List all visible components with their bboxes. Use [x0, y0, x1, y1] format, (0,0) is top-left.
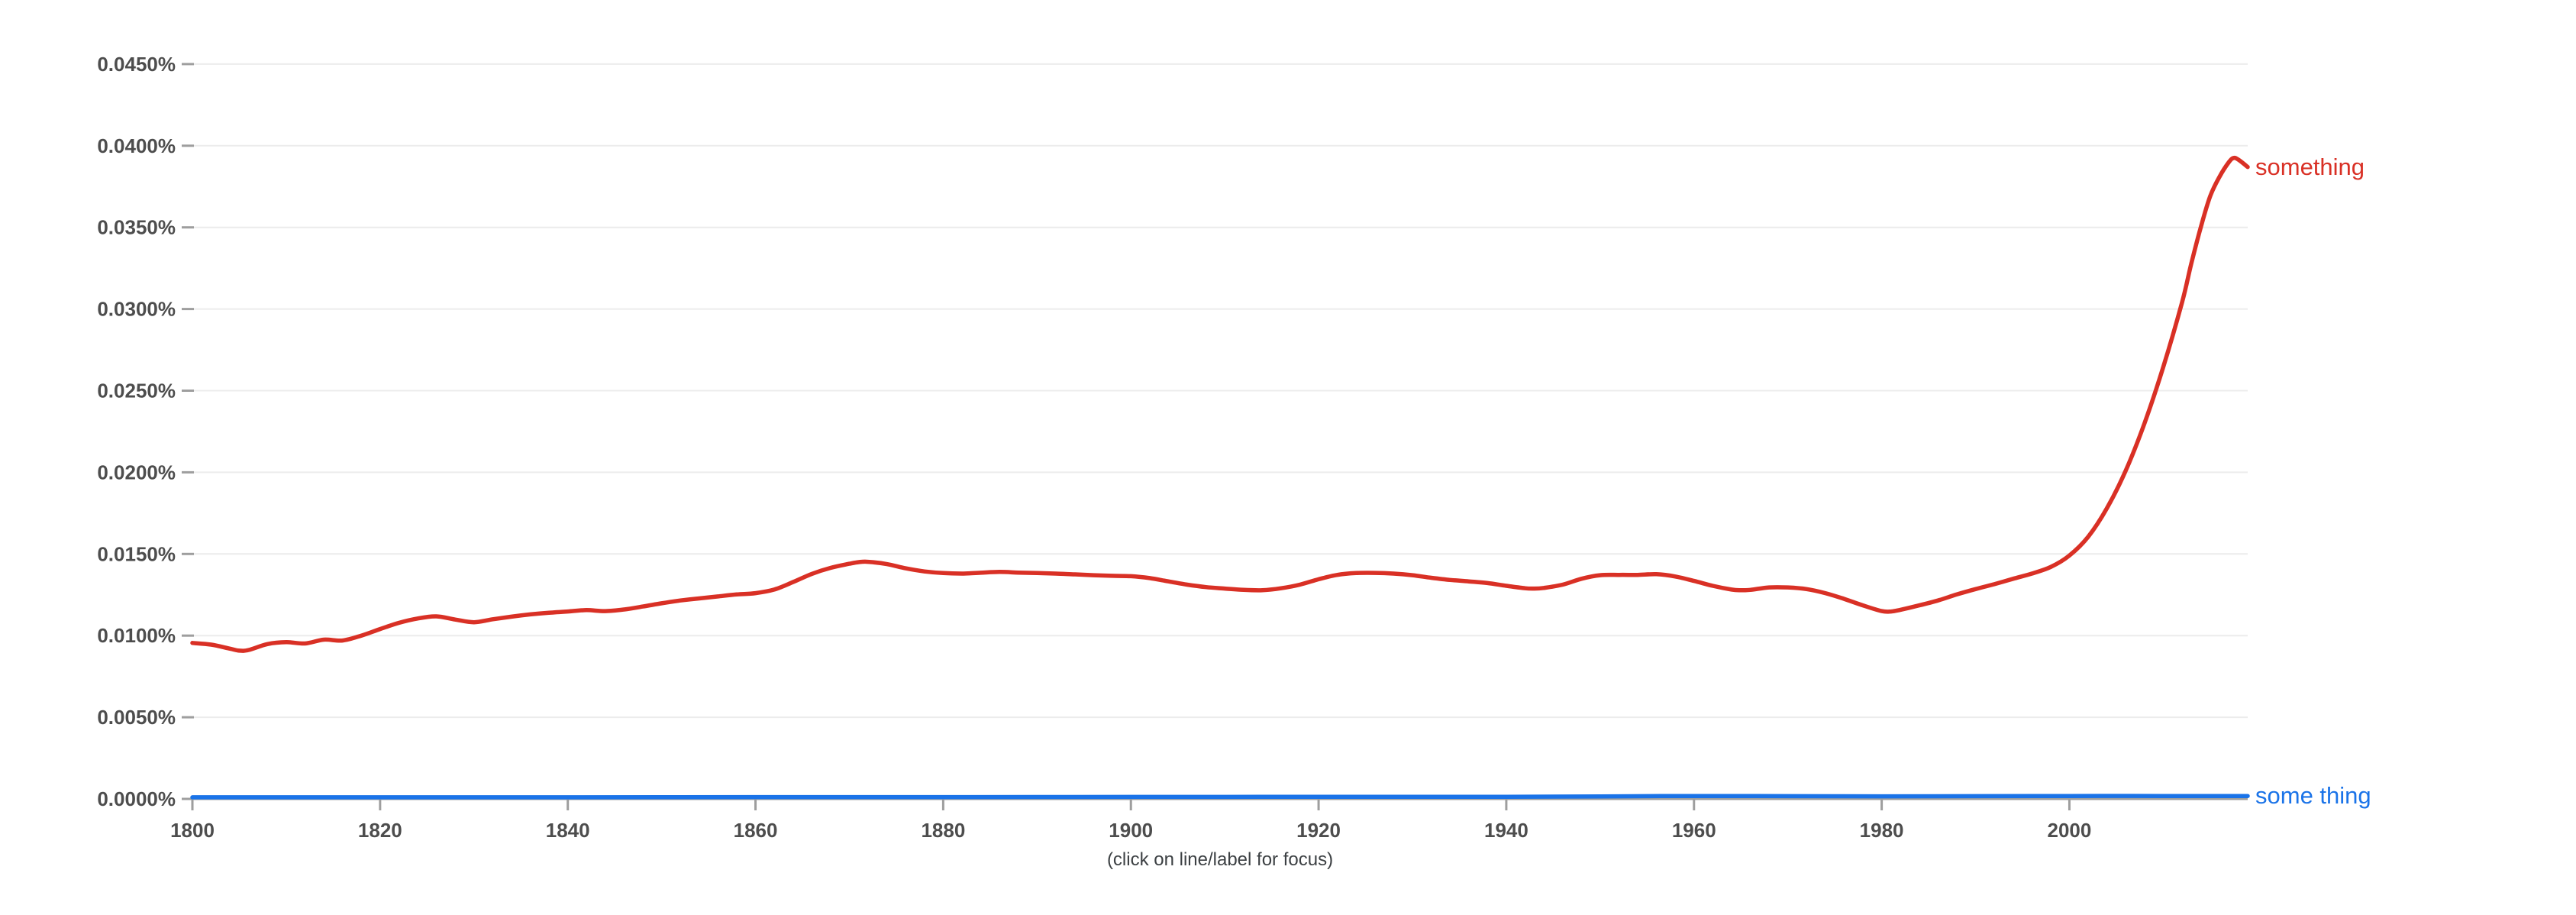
x-tick-label: 1820 — [358, 819, 402, 842]
series-line-something[interactable] — [190, 155, 2250, 653]
y-tick-label: 0.0000% — [97, 787, 176, 810]
y-tick-label: 0.0050% — [97, 706, 176, 729]
y-tick-label: 0.0150% — [97, 542, 176, 565]
y-tick-label: 0.0350% — [97, 216, 176, 239]
series-line-some-thing[interactable] — [190, 794, 2250, 800]
y-tick-label: 0.0250% — [97, 380, 176, 403]
gridlines — [192, 63, 2248, 719]
y-tick-label: 0.0450% — [97, 53, 176, 76]
x-tick-label: 1980 — [1860, 819, 1904, 842]
x-tick-label: 1860 — [734, 819, 778, 842]
x-tick-label: 1800 — [170, 819, 215, 842]
y-tick-label: 0.0400% — [97, 134, 176, 157]
series-label-some-thing[interactable]: some thing — [2255, 782, 2371, 810]
x-tick-label: 1900 — [1109, 819, 1153, 842]
x-tick-label: 1880 — [921, 819, 965, 842]
x-tick-label: 1840 — [546, 819, 590, 842]
y-tick-label: 0.0300% — [97, 298, 176, 321]
x-tick-label: 2000 — [2048, 819, 2092, 842]
focus-hint-text: (click on line/label for focus) — [1106, 849, 1334, 870]
y-tick-label: 0.0100% — [97, 624, 176, 647]
axes: 0.0000% 0.0050% 0.0100% 0.0150% 0.0200% 0.025… — [97, 53, 2248, 842]
x-tick-label: 1960 — [1672, 819, 1716, 842]
series-lines — [190, 155, 2250, 800]
x-tick-label: 1920 — [1296, 819, 1341, 842]
y-tick-label: 0.0200% — [97, 461, 176, 483]
x-tick-label: 1940 — [1484, 819, 1528, 842]
series-label-something[interactable]: something — [2255, 153, 2365, 180]
